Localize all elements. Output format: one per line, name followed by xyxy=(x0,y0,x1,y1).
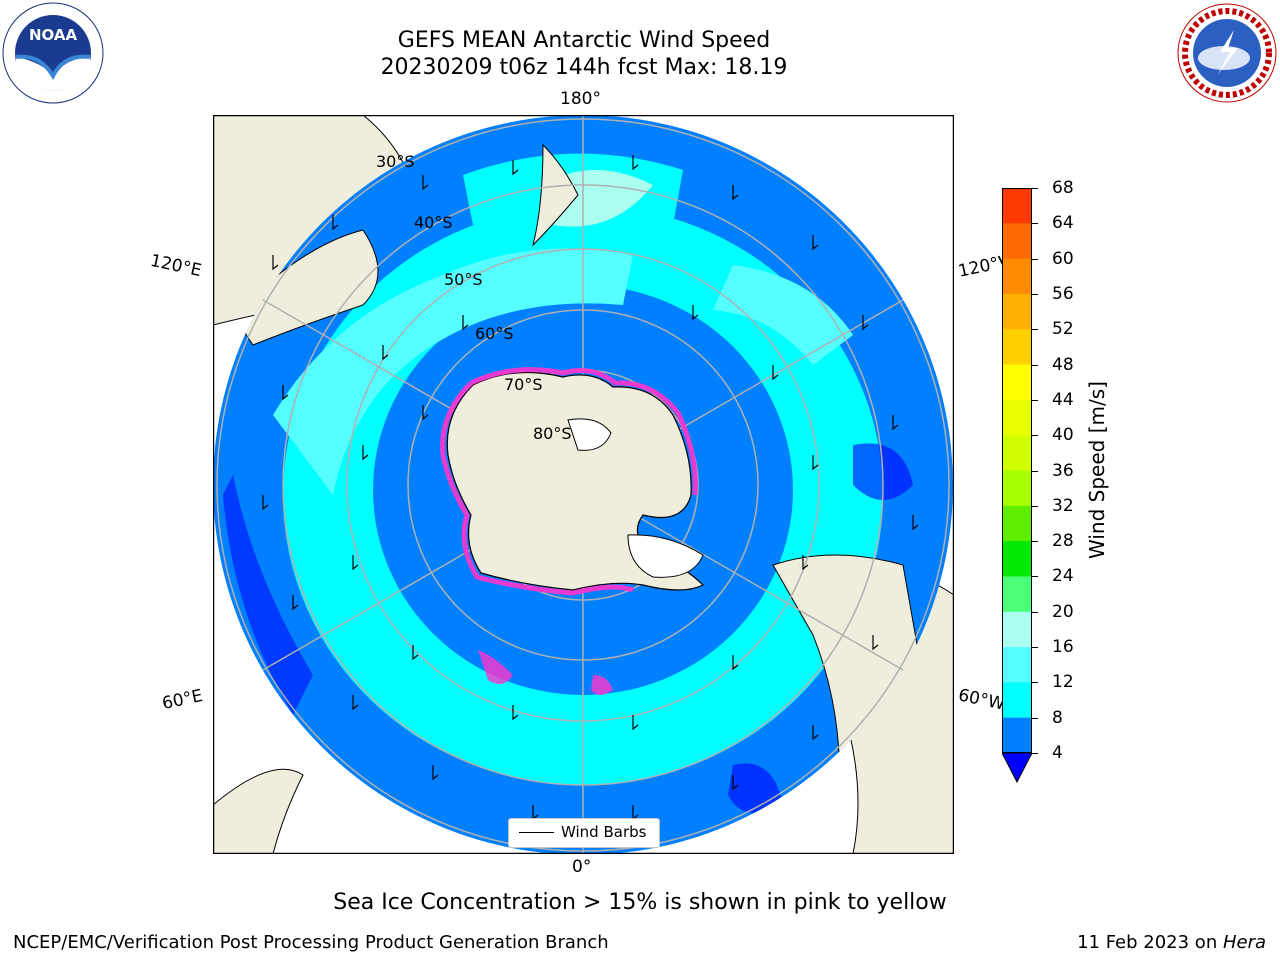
colorbar-segment xyxy=(1002,682,1032,719)
sea-ice-edge xyxy=(440,367,698,596)
colorbar-segment xyxy=(1002,470,1032,507)
colorbar xyxy=(1002,188,1032,784)
colorbar-segment xyxy=(1002,399,1032,436)
lat-label: 40°S xyxy=(414,213,453,232)
noaa-logo: NOAA xyxy=(2,2,104,104)
lat-label: 30°S xyxy=(376,152,415,171)
colorbar-tick-label: 68 xyxy=(1052,178,1074,198)
colorbar-tick-label: 16 xyxy=(1052,637,1074,658)
colorbar-label: Wind Speed [m/s] xyxy=(1085,381,1109,559)
legend-label: Wind Barbs xyxy=(561,823,647,841)
lat-label: 50°S xyxy=(444,270,483,289)
colorbar-tick-label: 20 xyxy=(1052,601,1074,622)
colorbar-segment xyxy=(1002,576,1032,613)
footer-date-text: 11 Feb 2023 on xyxy=(1077,932,1223,953)
colorbar-extend-arrow xyxy=(1002,752,1032,784)
colorbar-tick-label: 12 xyxy=(1052,672,1074,693)
colorbar-tick-label: 40 xyxy=(1052,425,1074,446)
colorbar-tick-label: 8 xyxy=(1052,707,1063,728)
lon-label-120e: 120°E xyxy=(148,250,204,282)
ice-shelf-weddell xyxy=(627,534,704,578)
svg-text:NOAA: NOAA xyxy=(29,26,78,44)
colorbar-segment xyxy=(1002,258,1032,295)
colorbar-tick-mark xyxy=(1032,329,1038,331)
colorbar-tick-mark xyxy=(1032,470,1038,472)
colorbar-tick-label: 32 xyxy=(1052,495,1074,516)
lat-label: 80°S xyxy=(533,424,572,443)
colorbar-segment xyxy=(1002,293,1032,330)
wind-barb-legend-line xyxy=(519,832,554,833)
nws-logo xyxy=(1177,3,1277,103)
polar-map xyxy=(213,115,954,854)
colorbar-tick-mark xyxy=(1032,435,1038,437)
colorbar-tick-label: 24 xyxy=(1052,566,1074,587)
colorbar-tick-mark xyxy=(1032,682,1038,684)
lon-label-60e: 60°E xyxy=(160,685,205,715)
footer-credit: NCEP/EMC/Verification Post Processing Pr… xyxy=(13,932,609,953)
colorbar-tick-mark xyxy=(1032,223,1038,225)
map-legend: Wind Barbs xyxy=(508,818,660,848)
footer-host: Hera xyxy=(1222,932,1266,953)
colorbar-tick-label: 36 xyxy=(1052,460,1074,481)
colorbar-segment xyxy=(1002,611,1032,648)
colorbar-tick-mark xyxy=(1032,753,1038,754)
colorbar-tick-label: 44 xyxy=(1052,389,1074,410)
lat-label: 70°S xyxy=(504,375,543,394)
colorbar-tick-label: 52 xyxy=(1052,319,1074,340)
lon-label-0: 0° xyxy=(572,857,592,877)
colorbar-tick-label: 28 xyxy=(1052,531,1074,552)
colorbar-tick-mark xyxy=(1032,505,1038,507)
colorbar-segment xyxy=(1002,188,1032,224)
colorbar-tick-mark xyxy=(1032,647,1038,649)
colorbar-tick-mark xyxy=(1032,611,1038,613)
footer-date: 11 Feb 2023 on Hera xyxy=(1077,932,1266,953)
lon-label-60w: 60°W xyxy=(956,685,1007,715)
ice-shelf-ross xyxy=(567,418,612,451)
chart-subtitle: 20230209 t06z 144h fcst Max: 18.19 xyxy=(380,55,788,80)
sea-ice-caption: Sea Ice Concentration > 15% is shown in … xyxy=(333,890,947,915)
colorbar-segment xyxy=(1002,435,1032,471)
colorbar-tick-label: 64 xyxy=(1052,213,1074,234)
lon-label-180: 180° xyxy=(560,89,601,109)
colorbar-tick-mark xyxy=(1032,258,1038,260)
colorbar-segment xyxy=(1002,541,1032,577)
colorbar-segment xyxy=(1002,505,1032,542)
colorbar-segment xyxy=(1002,364,1032,401)
colorbar-segment xyxy=(1002,717,1032,754)
colorbar-tick-mark xyxy=(1032,399,1038,401)
colorbar-tick-mark xyxy=(1032,541,1038,543)
colorbar-tick-mark xyxy=(1032,188,1038,189)
chart-title: GEFS MEAN Antarctic Wind Speed xyxy=(397,28,771,53)
colorbar-tick-label: 48 xyxy=(1052,354,1074,375)
colorbar-segment xyxy=(1002,223,1032,260)
colorbar-tick-label: 60 xyxy=(1052,248,1074,269)
colorbar-tick-mark xyxy=(1032,364,1038,366)
colorbar-tick-label: 56 xyxy=(1052,283,1074,304)
colorbar-tick-label: 4 xyxy=(1052,743,1063,763)
lat-label: 60°S xyxy=(475,324,514,343)
colorbar-frame xyxy=(1002,188,1032,753)
colorbar-tick-mark xyxy=(1032,576,1038,578)
colorbar-tick-mark xyxy=(1032,293,1038,295)
land-africa xyxy=(213,768,304,854)
colorbar-segment xyxy=(1002,329,1032,366)
colorbar-segment xyxy=(1002,647,1032,683)
colorbar-tick-mark xyxy=(1032,717,1038,719)
polar-map-canvas xyxy=(213,115,954,854)
